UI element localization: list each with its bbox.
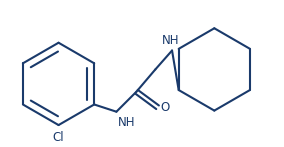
Text: O: O — [160, 101, 170, 114]
Text: Cl: Cl — [53, 131, 64, 144]
Text: NH: NH — [118, 116, 135, 129]
Text: NH: NH — [162, 34, 180, 47]
